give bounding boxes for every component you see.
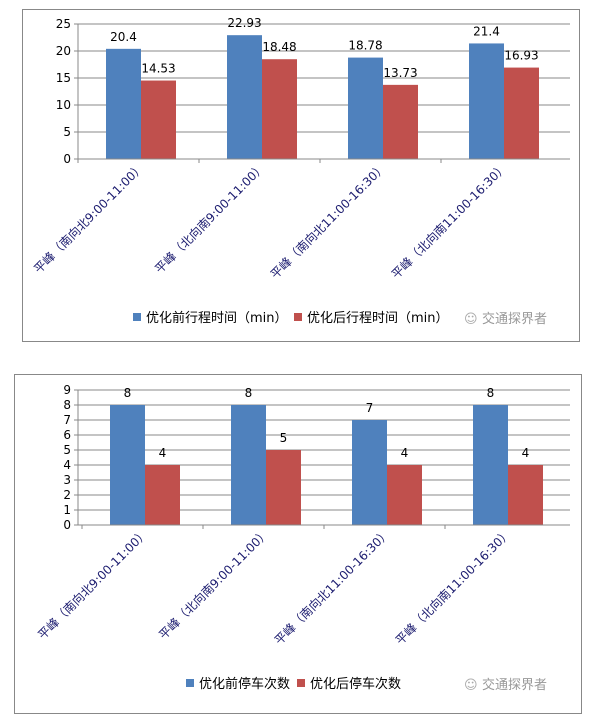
legend-label: 优化前行程时间（min） [146,310,288,326]
bar [508,465,543,525]
watermark: 交通探界者 [482,677,547,693]
bar [383,84,418,159]
data-label: 14.53 [141,62,175,76]
y-tick-label: 15 [56,71,71,85]
y-tick-label: 8 [63,398,71,412]
legend-label: 优化后停车次数 [310,676,401,692]
y-tick-label: 3 [63,473,71,487]
y-tick-label: 2 [63,488,71,502]
wechat-icon: ☺ [464,678,478,693]
bar [504,67,539,159]
y-tick-label: 1 [63,503,71,517]
data-label: 18.48 [262,40,296,54]
y-tick-label: 10 [56,98,71,112]
data-label: 16.93 [504,49,538,63]
legend-swatch [133,313,141,321]
bar [110,405,145,525]
legend-label: 优化前停车次数 [199,676,290,692]
data-label: 8 [245,386,253,400]
y-tick-label: 0 [63,152,71,166]
bar [348,57,383,160]
x-tick-label: 平峰（北向南11:00-16:30） [388,160,510,282]
x-tick-label: 平峰（南向北9:00-11:00） [35,526,152,643]
y-tick-label: 9 [63,383,71,397]
bar [469,43,504,159]
bar [227,35,262,159]
data-label: 18.78 [348,39,382,53]
bar [231,405,266,525]
bar [387,465,422,525]
x-tick-label: 平峰（北向南9:00-11:00） [156,526,273,643]
y-tick-label: 20 [56,44,71,58]
y-tick-label: 6 [63,428,71,442]
legend-swatch [297,679,305,687]
bar [145,465,180,525]
data-label: 22.93 [227,16,261,30]
y-tick-label: 7 [63,413,71,427]
x-tick-label: 平峰（南向北11:00-16:30） [267,160,389,282]
data-label: 8 [124,386,132,400]
legend-label: 优化后行程时间（min） [307,311,449,326]
data-label: 5 [280,431,288,445]
y-tick-label: 25 [56,17,71,31]
bar [266,450,301,525]
watermark: 交通探界者 [482,311,547,327]
data-label: 4 [159,446,167,460]
data-label: 8 [487,386,495,400]
legend-swatch [294,313,302,321]
data-label: 20.4 [110,30,137,44]
bar [106,48,141,160]
y-tick-label: 5 [63,443,71,457]
data-label: 4 [522,446,530,460]
x-tick-label: 平峰（北向南11:00-16:30） [392,526,514,648]
data-label: 21.4 [473,24,500,38]
bar [262,59,297,159]
bar [352,420,387,525]
wechat-icon: ☺ [464,312,478,327]
x-tick-label: 平峰（南向北11:00-16:30） [271,526,393,648]
data-label: 13.73 [383,66,417,80]
y-tick-label: 4 [63,458,71,472]
data-label: 7 [366,401,374,415]
bar [141,80,176,159]
data-label: 4 [401,446,409,460]
x-tick-label: 平峰（南向北9:00-11:00） [31,160,148,277]
x-tick-label: 平峰（北向南9:00-11:00） [152,160,269,277]
y-tick-label: 5 [63,125,71,139]
bar [473,405,508,525]
y-tick-label: 0 [63,518,71,532]
legend-swatch [186,679,194,687]
